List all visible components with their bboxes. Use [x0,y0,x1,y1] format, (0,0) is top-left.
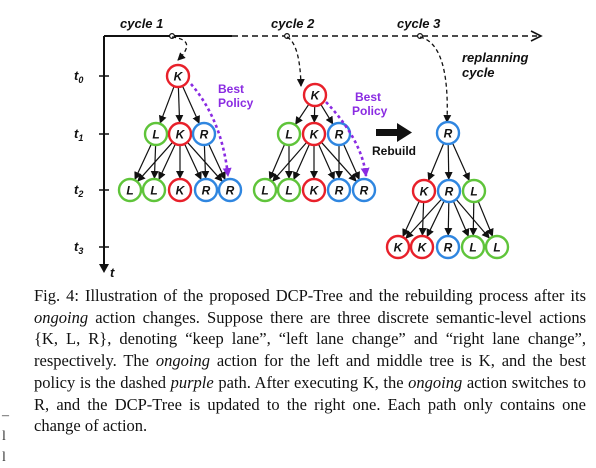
time-label-t2: t2 [74,182,83,199]
tree-node-label: R [202,183,211,197]
cycle-3-label: cycle 3 [397,16,441,31]
tree-edge [185,144,201,179]
cycle-3-connector [420,37,447,122]
tree-edge [429,143,444,180]
tree-node-label: L [469,240,476,254]
tree-node-label: K [310,127,320,141]
margin-mark: – [2,405,9,426]
time-axis-label: t [110,265,115,280]
tree-edge [296,104,309,124]
tree-node-label: K [176,183,186,197]
tree-node-label: R [335,183,344,197]
tree-node-label: R [335,127,344,141]
margin-mark: l [2,447,9,468]
tree-edge [159,144,175,179]
cycle-1-label: cycle 1 [120,16,163,31]
tree-edge [294,144,310,179]
tree-node-label: K [174,69,184,83]
time-label-t3: t3 [74,239,83,256]
tree-edge [135,144,151,179]
tree-edge [448,144,449,179]
cycle-1-connector [172,37,187,60]
tree-node-label: K [420,184,430,198]
tree-edge [448,202,449,235]
tree-node-label: K [176,127,186,141]
timeline [104,31,541,41]
tree-edge [182,86,199,123]
tree-node-label: R [226,183,235,197]
best-policy-label-middle-1: Best [355,90,381,104]
tree-node-label: R [445,184,454,198]
tree-edge [452,143,469,180]
tree-edge [453,201,468,236]
tree-node-label: R [444,126,453,140]
figure-caption: Fig. 4: Illustration of the proposed DCP… [34,285,586,437]
tree-node-label: R [200,127,209,141]
tree-node-label: L [493,240,500,254]
tree-edge [403,201,419,236]
tree-edge [204,145,205,178]
tree-edge [178,87,179,122]
best-policy-label-left-1: Best [218,82,244,96]
tree-node-label: L [285,127,292,141]
rebuild-arrow-icon [376,123,412,142]
best-policy-label-left-2: Policy [218,96,254,110]
replanning-label: replanning [462,50,529,65]
tree-node-label: K [394,240,404,254]
dcp-tree-figure: cycle 1 cycle 2 cycle 3 replanning cycle… [0,0,596,285]
margin-marks: – l l [2,405,9,468]
tree-node-label: L [126,183,133,197]
best-policy-label-middle-2: Policy [352,104,388,118]
tree-edge [160,86,174,122]
tree-node-label: K [311,88,321,102]
cycle-2-connector [287,37,301,86]
tree-node-label: L [470,184,477,198]
tree-edge [473,202,474,235]
tree-edge [478,201,492,236]
tree-node-label: R [360,183,369,197]
time-label-t1: t1 [74,126,83,143]
tree-node-label: K [418,240,428,254]
tree-node-label: L [150,183,157,197]
rebuild-label: Rebuild [372,144,416,158]
tree-edge [270,144,285,179]
cycle-2-label: cycle 2 [271,16,315,31]
time-axis [99,36,109,273]
time-label-t0: t0 [74,68,83,85]
tree-node-label: K [310,183,320,197]
tree-node-label: R [444,240,453,254]
tree-edge [343,144,359,179]
replanning-cycle-label: cycle [462,65,495,80]
tree-node-label: L [261,183,268,197]
tree-node-label: L [285,183,292,197]
tree-node-label: L [152,127,159,141]
tree-edge [318,144,334,179]
margin-mark: l [2,426,9,447]
